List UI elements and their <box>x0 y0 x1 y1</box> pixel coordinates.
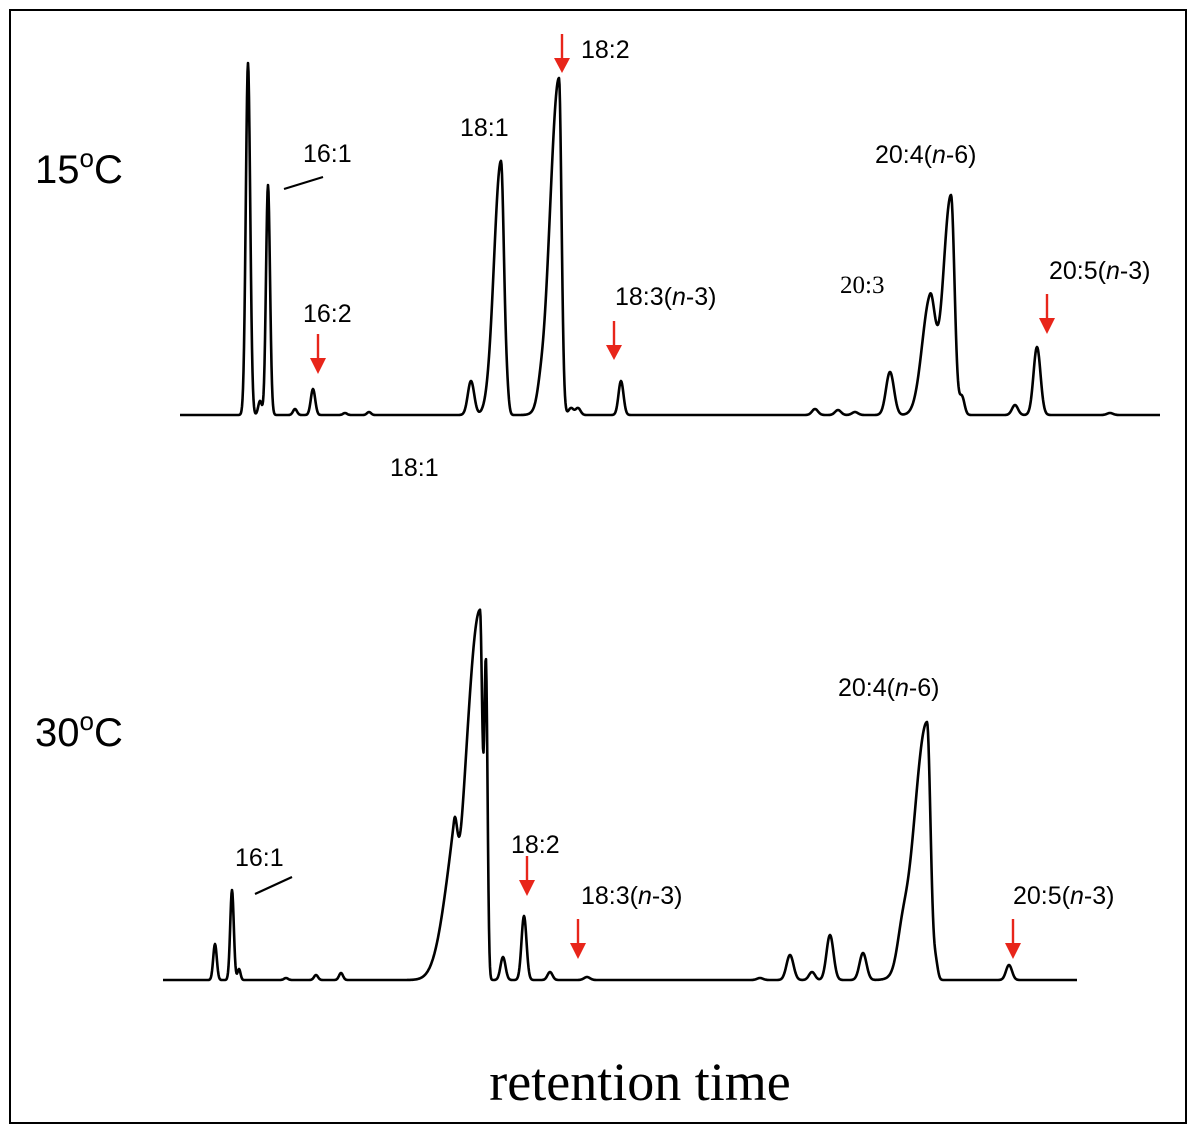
arrow-18-2 <box>554 34 570 73</box>
label-16-2: 16:2 <box>303 300 352 328</box>
label-20-3: 20:3 <box>840 272 884 299</box>
panel-15c: 15oC 16:1 16:2 18:1 18:2 18:3(n-3) 20:3 … <box>35 34 1161 417</box>
label-18-1: 18:1 <box>390 454 439 482</box>
arrow-20-5 <box>1039 294 1055 334</box>
leader-line-16-1 <box>283 175 324 191</box>
panel-30c: 30oC 16:1 18:1 18:2 18:3(n-3) 20:4(n-6) … <box>35 454 1114 982</box>
label-18-3: 18:3(n-3) <box>615 283 716 311</box>
leader-line-16-1 <box>254 876 293 895</box>
arrow-18-2 <box>519 856 535 896</box>
label-20-5: 20:5(n-3) <box>1049 257 1150 285</box>
label-20-4: 20:4(n-6) <box>875 141 976 169</box>
arrow-18-3 <box>570 919 586 959</box>
chromatogram-trace-15c <box>179 61 1161 417</box>
label-16-1: 16:1 <box>303 140 352 168</box>
chromatogram-trace-30c <box>162 608 1078 982</box>
panel-label-15c: 15oC <box>35 143 123 192</box>
label-20-5: 20:5(n-3) <box>1013 882 1114 910</box>
label-18-2: 18:2 <box>581 36 630 64</box>
arrow-16-2 <box>310 334 326 374</box>
label-18-1: 18:1 <box>460 114 509 142</box>
x-axis-label: retention time <box>489 1052 790 1112</box>
label-18-2: 18:2 <box>511 831 560 859</box>
label-16-1: 16:1 <box>235 844 284 872</box>
label-20-4: 20:4(n-6) <box>838 674 939 702</box>
arrow-18-3 <box>606 321 622 360</box>
arrow-20-5 <box>1005 919 1021 959</box>
label-18-3: 18:3(n-3) <box>581 882 682 910</box>
figure-frame <box>9 9 1187 1124</box>
panel-label-30c: 30oC <box>35 706 123 755</box>
